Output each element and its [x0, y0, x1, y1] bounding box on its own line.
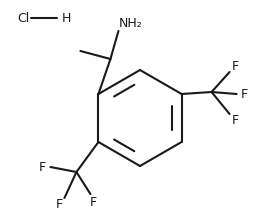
Text: F: F	[56, 198, 63, 211]
Text: F: F	[90, 196, 97, 209]
Text: F: F	[241, 88, 248, 101]
Text: F: F	[39, 161, 46, 174]
Text: H: H	[61, 11, 71, 24]
Text: NH₂: NH₂	[118, 17, 142, 30]
Text: F: F	[232, 60, 239, 73]
Text: F: F	[232, 114, 239, 127]
Text: Cl: Cl	[17, 11, 29, 24]
